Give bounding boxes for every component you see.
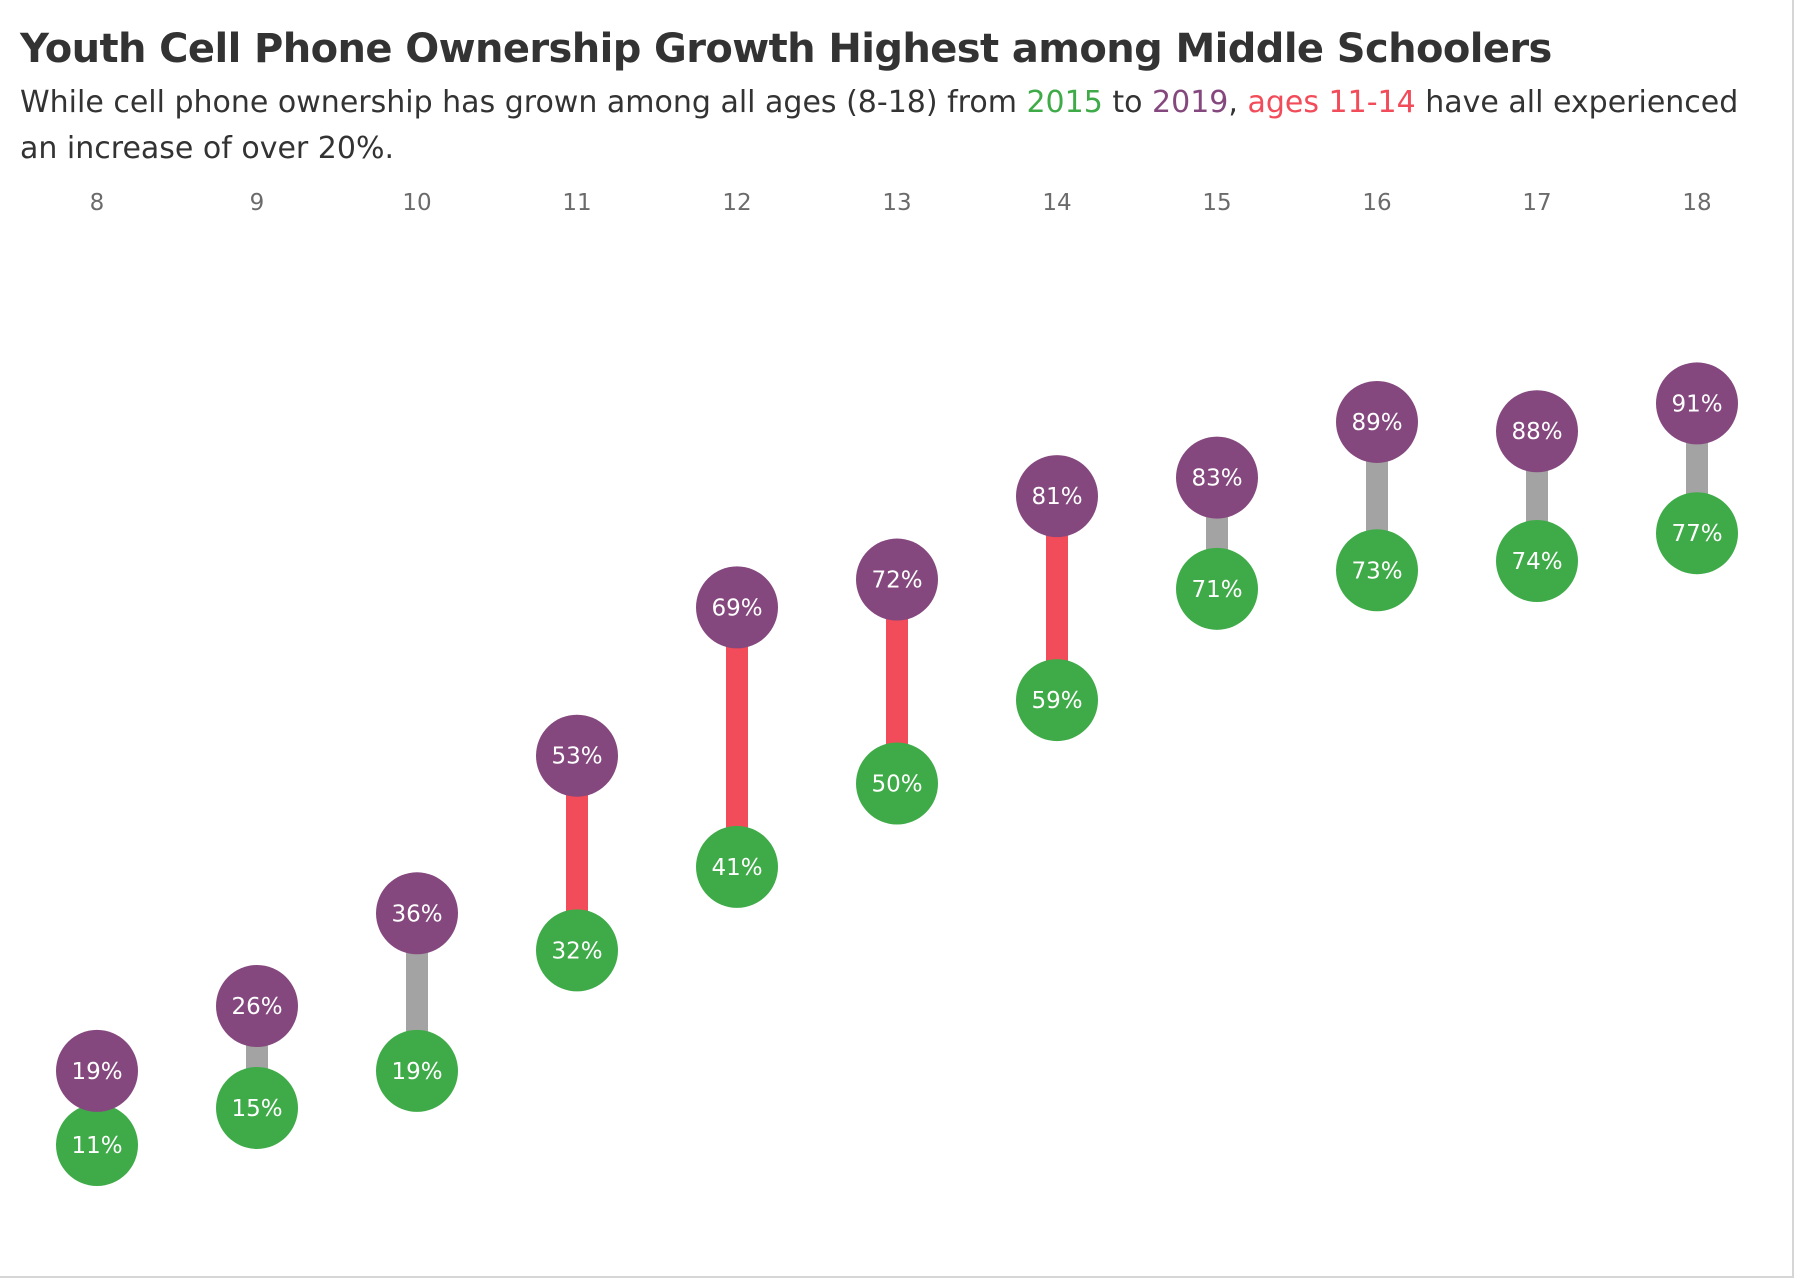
subtitle-year-2015: 2015 — [1026, 85, 1103, 120]
x-tick-label-10: 10 — [402, 190, 431, 216]
data-label-2015-age-13: 50% — [871, 772, 922, 798]
data-label-2019-age-10: 36% — [391, 901, 442, 927]
dot-2015-age-17 — [1496, 520, 1578, 603]
dot-2015-age-11 — [536, 909, 618, 992]
dot-2019-age-10 — [376, 872, 458, 955]
data-label-2015-age-12: 41% — [711, 855, 762, 881]
dot-2015-age-14 — [1016, 659, 1098, 742]
subtitle-text-1: While cell phone ownership has grown amo… — [20, 85, 1027, 120]
x-tick-label-8: 8 — [90, 190, 105, 216]
dot-2015-age-18 — [1656, 492, 1738, 575]
dot-2015-age-12 — [696, 825, 778, 908]
dot-2019-age-17 — [1496, 390, 1578, 473]
x-tick-label-9: 9 — [250, 190, 265, 216]
data-label-2015-age-9: 15% — [231, 1096, 282, 1122]
data-label-2015-age-10: 19% — [391, 1059, 442, 1085]
x-tick-label-16: 16 — [1362, 190, 1391, 216]
data-label-2019-age-11: 53% — [551, 744, 602, 770]
data-label-2015-age-18: 77% — [1671, 521, 1722, 547]
data-label-2019-age-8: 19% — [71, 1059, 122, 1085]
dot-2015-age-15 — [1176, 547, 1258, 630]
dot-2015-age-8 — [56, 1104, 138, 1187]
data-label-2015-age-14: 59% — [1031, 688, 1082, 714]
dot-2015-age-13 — [856, 742, 938, 825]
chart-subtitle: While cell phone ownership has grown amo… — [20, 80, 1760, 172]
x-tick-label-14: 14 — [1042, 190, 1071, 216]
subtitle-text-4: have all experienced an increase of over… — [20, 85, 1739, 166]
dot-2019-age-8 — [56, 1029, 138, 1112]
data-label-2015-age-16: 73% — [1351, 558, 1402, 584]
data-label-2019-age-15: 83% — [1191, 466, 1242, 492]
dot-2019-age-15 — [1176, 436, 1258, 519]
subtitle-text-3: , — [1228, 85, 1248, 120]
x-tick-label-18: 18 — [1682, 190, 1711, 216]
data-label-2015-age-17: 74% — [1511, 549, 1562, 575]
data-label-2019-age-12: 69% — [711, 595, 762, 621]
dot-2019-age-9 — [216, 964, 298, 1047]
subtitle-year-2019: 2019 — [1152, 85, 1229, 120]
data-label-2019-age-18: 91% — [1671, 391, 1722, 417]
data-label-2019-age-17: 88% — [1511, 419, 1562, 445]
data-label-2015-age-11: 32% — [551, 938, 602, 964]
dot-2019-age-11 — [536, 714, 618, 797]
dot-2019-age-14 — [1016, 455, 1098, 538]
dot-2015-age-10 — [376, 1029, 458, 1112]
subtitle-highlight-ages: ages 11-14 — [1247, 85, 1416, 120]
dot-2019-age-13 — [856, 538, 938, 621]
data-label-2015-age-15: 71% — [1191, 577, 1242, 603]
x-tick-label-17: 17 — [1522, 190, 1551, 216]
dot-2015-age-9 — [216, 1066, 298, 1149]
x-tick-label-15: 15 — [1202, 190, 1231, 216]
x-tick-label-13: 13 — [882, 190, 911, 216]
subtitle-text-2: to — [1102, 85, 1153, 120]
chart-title: Youth Cell Phone Ownership Growth Highes… — [20, 26, 1552, 72]
data-label-2019-age-9: 26% — [231, 994, 282, 1020]
x-tick-label-12: 12 — [722, 190, 751, 216]
dot-2019-age-16 — [1336, 380, 1418, 463]
x-tick-label-11: 11 — [562, 190, 591, 216]
dot-2015-age-16 — [1336, 529, 1418, 612]
dot-2019-age-18 — [1656, 362, 1738, 445]
data-label-2019-age-16: 89% — [1351, 410, 1402, 436]
data-label-2019-age-13: 72% — [871, 568, 922, 594]
data-label-2015-age-8: 11% — [71, 1133, 122, 1159]
dot-2019-age-12 — [696, 566, 778, 649]
data-label-2019-age-14: 81% — [1031, 484, 1082, 510]
